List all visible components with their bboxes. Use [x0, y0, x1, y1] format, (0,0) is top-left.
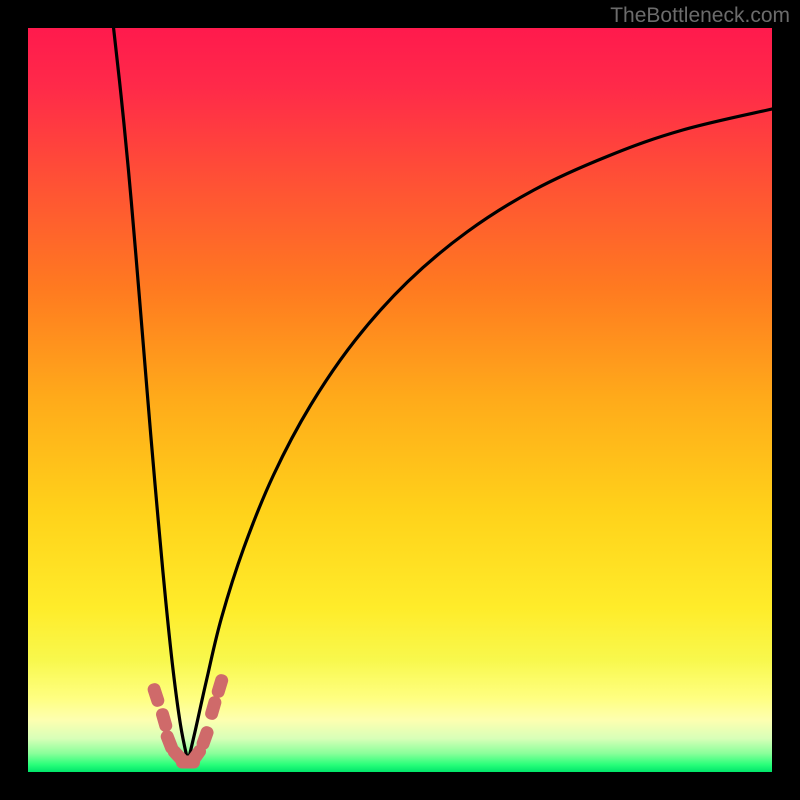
curve-right-branch: [188, 109, 772, 762]
curve-left-branch: [114, 28, 188, 762]
curve-marker: [146, 682, 166, 709]
bottleneck-curve-plot: [0, 0, 800, 800]
curve-marker: [155, 707, 174, 734]
curve-marker: [210, 673, 229, 700]
curve-marker: [204, 695, 223, 722]
